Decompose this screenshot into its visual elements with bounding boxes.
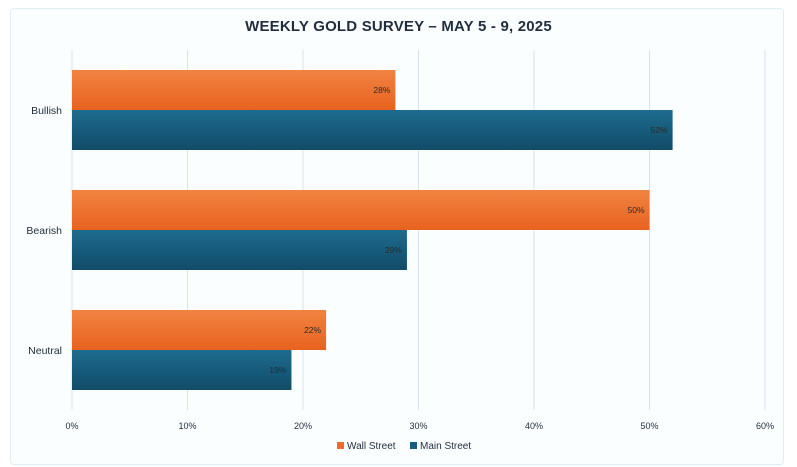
legend-label: Main Street <box>420 441 471 452</box>
x-tick-label: 30% <box>409 421 427 431</box>
legend-label: Wall Street <box>347 441 396 452</box>
data-label: 29% <box>385 245 402 255</box>
data-label: 50% <box>627 205 644 215</box>
legend-swatch <box>410 442 417 449</box>
bar-wall-street <box>72 190 650 230</box>
legend-item: Wall Street <box>337 441 396 452</box>
x-tick-label: 50% <box>640 421 658 431</box>
data-label: 52% <box>651 125 668 135</box>
x-tick-label: 40% <box>525 421 543 431</box>
legend-item: Main Street <box>410 441 471 452</box>
chart-title: WEEKLY GOLD SURVEY – MAY 5 - 9, 2025 <box>245 18 552 35</box>
data-label: 28% <box>373 85 390 95</box>
legend-swatch <box>337 442 344 449</box>
bar-wall-street <box>72 310 327 350</box>
x-tick-label: 10% <box>178 421 196 431</box>
bar-main-street <box>72 230 407 270</box>
data-label: 22% <box>304 325 321 335</box>
bar-wall-street <box>72 70 396 110</box>
category-label: Neutral <box>28 345 62 357</box>
category-label: Bullish <box>31 105 62 117</box>
x-tick-label: 60% <box>756 421 774 431</box>
category-label: Bearish <box>26 225 62 237</box>
data-label: 19% <box>269 365 286 375</box>
x-tick-label: 20% <box>294 421 312 431</box>
bar-main-street <box>72 110 673 150</box>
x-tick-label: 0% <box>65 421 78 431</box>
bar-main-street <box>72 350 292 390</box>
